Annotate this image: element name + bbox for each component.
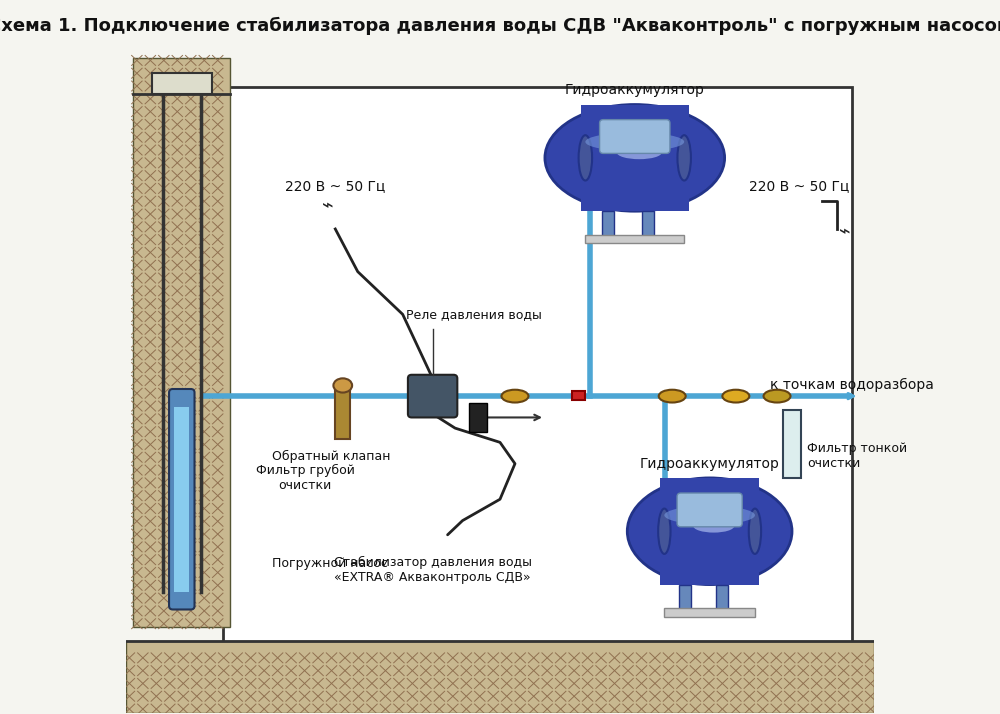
Ellipse shape: [664, 506, 755, 525]
Bar: [152, 73, 212, 94]
Ellipse shape: [764, 390, 791, 403]
Text: Схема 1. Подключение стабилизатора давления воды СДВ "Акваконтроль" с погружным : Схема 1. Подключение стабилизатора давле…: [0, 17, 1000, 36]
Bar: [126, 641, 874, 713]
Bar: [660, 478, 759, 585]
Text: ⌁: ⌁: [839, 222, 850, 241]
Ellipse shape: [579, 135, 592, 181]
Text: ⌁: ⌁: [322, 196, 334, 215]
Text: 220 В ~ 50 Гц: 220 В ~ 50 Гц: [285, 179, 385, 193]
Ellipse shape: [749, 508, 761, 554]
Ellipse shape: [659, 390, 686, 403]
Ellipse shape: [677, 135, 691, 181]
Text: Гидроаккумулятор: Гидроаккумулятор: [640, 457, 780, 471]
Bar: [335, 386, 350, 439]
Text: Реле давления воды: Реле давления воды: [406, 308, 542, 321]
Bar: [133, 59, 230, 628]
FancyBboxPatch shape: [223, 86, 852, 655]
Bar: [716, 585, 728, 613]
Text: Гидроаккумулятор: Гидроаккумулятор: [565, 84, 705, 97]
Text: Обратный клапан: Обратный клапан: [272, 450, 390, 463]
Ellipse shape: [585, 133, 684, 151]
Text: 220 В ~ 50 Гц: 220 В ~ 50 Гц: [749, 179, 850, 193]
Ellipse shape: [333, 378, 352, 393]
Text: Стабилизатор давления воды
«EXTRA® Акваконтроль СДВ»: Стабилизатор давления воды «EXTRA® Аквак…: [334, 556, 532, 584]
Bar: [783, 411, 801, 478]
Bar: [581, 104, 689, 211]
Bar: [679, 585, 691, 613]
Text: Фильтр тонкой
очистки: Фильтр тонкой очистки: [807, 443, 907, 471]
Text: Фильтр грубой
очистки: Фильтр грубой очистки: [256, 463, 355, 492]
Ellipse shape: [627, 478, 792, 585]
Ellipse shape: [545, 104, 725, 211]
FancyBboxPatch shape: [600, 120, 670, 154]
Bar: [469, 403, 487, 432]
FancyBboxPatch shape: [408, 375, 457, 418]
Bar: [642, 211, 654, 240]
Ellipse shape: [693, 519, 734, 533]
Bar: [174, 407, 189, 592]
Bar: [664, 608, 755, 617]
FancyBboxPatch shape: [677, 493, 742, 527]
Ellipse shape: [658, 508, 671, 554]
Text: к точкам водоразбора: к точкам водоразбора: [770, 378, 933, 393]
Ellipse shape: [617, 146, 662, 159]
Bar: [585, 235, 684, 243]
Bar: [572, 391, 585, 401]
FancyBboxPatch shape: [169, 389, 195, 610]
Ellipse shape: [722, 390, 749, 403]
Text: Погружной насос: Погружной насос: [272, 557, 388, 570]
Ellipse shape: [501, 390, 528, 403]
Bar: [602, 211, 614, 240]
